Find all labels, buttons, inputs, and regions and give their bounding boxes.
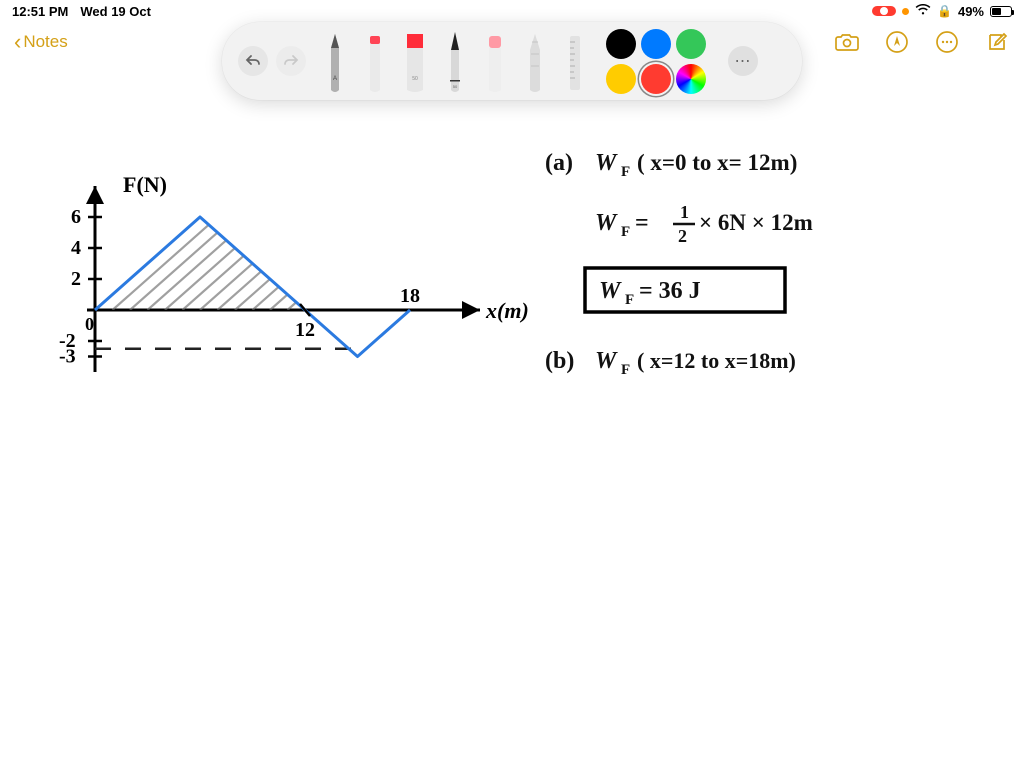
svg-text:W: W: [595, 210, 618, 236]
svg-text:(a): (a): [545, 150, 573, 176]
status-date: Wed 19 Oct: [80, 4, 151, 19]
svg-text:F(N): F(N): [123, 172, 167, 197]
markup-button[interactable]: [884, 29, 910, 55]
svg-text:W: W: [599, 278, 622, 304]
svg-text:W: W: [595, 150, 618, 176]
color-swatch-5[interactable]: [676, 64, 706, 94]
battery-icon: [990, 6, 1012, 17]
svg-text:F: F: [621, 362, 630, 378]
svg-text:50: 50: [412, 76, 418, 82]
back-button[interactable]: ‹ Notes: [14, 31, 68, 53]
wifi-icon: [915, 4, 931, 19]
svg-text:W: W: [595, 348, 618, 374]
record-dot-icon: [880, 7, 888, 15]
color-swatch-0[interactable]: [606, 29, 636, 59]
svg-text:F: F: [625, 292, 634, 308]
battery-pct: 49%: [958, 4, 984, 19]
svg-text:6: 6: [71, 206, 81, 228]
svg-text:12: 12: [295, 319, 315, 341]
eraser-tool[interactable]: [478, 30, 512, 92]
status-bar: 12:51 PM Wed 19 Oct 🔒 49%: [0, 0, 1024, 22]
pen-tool[interactable]: A: [318, 30, 352, 92]
svg-text:2: 2: [678, 226, 687, 246]
more-button[interactable]: [934, 29, 960, 55]
back-label: Notes: [23, 32, 67, 52]
undo-button[interactable]: [238, 46, 268, 76]
svg-text:A: A: [333, 76, 337, 82]
chevron-left-icon: ‹: [14, 31, 21, 53]
svg-text:-3: -3: [59, 346, 76, 368]
highlighter-tool[interactable]: 50: [398, 30, 432, 92]
ruler-tool[interactable]: [558, 30, 592, 92]
svg-text:=: =: [635, 210, 649, 236]
toolbar-more-button[interactable]: ⋯: [728, 46, 758, 76]
mic-in-use-indicator-icon: [902, 8, 909, 15]
svg-text:18: 18: [400, 285, 420, 307]
svg-text:2: 2: [71, 268, 81, 290]
screen-recording-indicator[interactable]: [872, 6, 896, 16]
svg-text:50: 50: [453, 84, 458, 89]
pencil-tool[interactable]: 50: [438, 30, 472, 92]
color-swatch-4[interactable]: [641, 64, 671, 94]
svg-text:0: 0: [85, 314, 94, 334]
svg-text:4: 4: [71, 237, 81, 259]
note-canvas[interactable]: 642-2-301218F(N)x(m)(a)WF( x=0 to x= 12m…: [0, 100, 1024, 768]
svg-text:( x=0 to x= 12m): ( x=0 to x= 12m): [637, 150, 797, 175]
redo-button[interactable]: [276, 46, 306, 76]
svg-text:F: F: [621, 224, 630, 240]
compose-button[interactable]: [984, 29, 1010, 55]
marker-tool[interactable]: [358, 30, 392, 92]
color-swatch-2[interactable]: [676, 29, 706, 59]
svg-text:F: F: [621, 164, 630, 180]
rotation-lock-icon: 🔒: [937, 4, 952, 18]
markup-toolbar: A 50 50 ⋯: [222, 22, 802, 100]
svg-text:= 36 J: = 36 J: [639, 278, 701, 304]
camera-button[interactable]: [834, 29, 860, 55]
svg-text:x(m): x(m): [485, 298, 529, 323]
status-time: 12:51 PM: [12, 4, 68, 19]
svg-text:× 6N × 12m: × 6N × 12m: [699, 210, 813, 235]
svg-text:(b): (b): [545, 348, 574, 374]
svg-text:1: 1: [680, 202, 689, 222]
svg-text:( x=12 to x=18m): ( x=12 to x=18m): [637, 348, 796, 373]
lasso-tool[interactable]: [518, 30, 552, 92]
color-palette: [606, 29, 714, 94]
color-swatch-1[interactable]: [641, 29, 671, 59]
color-swatch-3[interactable]: [606, 64, 636, 94]
handwriting-layer: 642-2-301218F(N)x(m)(a)WF( x=0 to x= 12m…: [0, 100, 1024, 768]
